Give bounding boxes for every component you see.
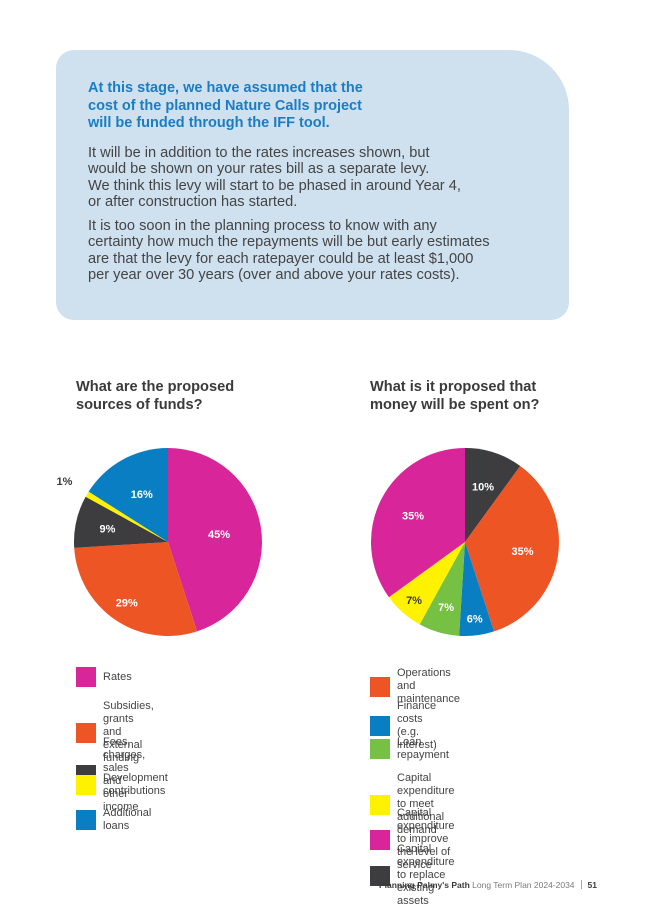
page-footer: Planning Palmy's Path Long Term Plan 202… bbox=[379, 880, 597, 890]
pie-slice-label: 35% bbox=[512, 546, 534, 558]
legend-swatch bbox=[370, 865, 390, 886]
legend-item: Development contributions bbox=[76, 772, 168, 798]
pie-slice-label: 10% bbox=[472, 482, 494, 494]
legend-swatch bbox=[76, 775, 96, 795]
pie-slice-label: 6% bbox=[467, 613, 483, 625]
footer-divider bbox=[580, 880, 582, 889]
footer-document-title: Planning Palmy's Path bbox=[378, 880, 470, 890]
legend-item: Rates bbox=[76, 667, 132, 687]
legend-swatch bbox=[370, 829, 390, 850]
funding-sources-pie: 45% 29% 9% 1% 16% bbox=[56, 448, 262, 636]
legend-label: Additional loans bbox=[103, 807, 152, 832]
spending-pie: 10% 35% 6% 7% 7% 35% bbox=[370, 448, 559, 636]
pie-slice bbox=[74, 542, 198, 636]
legend-swatch bbox=[370, 676, 390, 697]
pie-slice-label: 29% bbox=[116, 598, 138, 610]
legend-swatch bbox=[76, 810, 96, 830]
legend-item: Loan repayment bbox=[370, 736, 449, 762]
legend-label: Rates bbox=[103, 670, 132, 683]
legend-swatch bbox=[370, 794, 390, 815]
pie-slice-label: 7% bbox=[438, 602, 454, 614]
pie-slice bbox=[388, 542, 465, 625]
legend-label: Capital expenditure to improve the level… bbox=[397, 807, 455, 871]
pie-slice bbox=[168, 448, 262, 632]
callout-paragraph-1: It will be in addition to the rates incr… bbox=[88, 144, 461, 211]
pie-slice-label: 7% bbox=[406, 595, 422, 607]
page-number: 51 bbox=[587, 880, 597, 890]
callout-heading: At this stage, we have assumed that the … bbox=[88, 80, 363, 131]
callout-box: At this stage, we have assumed that the … bbox=[56, 50, 569, 320]
legend-swatch bbox=[76, 722, 96, 743]
pie-slice bbox=[85, 491, 168, 542]
legend-item: Capital expenditure to improve the level… bbox=[370, 807, 455, 872]
legend-swatch bbox=[76, 667, 96, 687]
legend-label: Development contributions bbox=[103, 772, 168, 797]
legend-swatch bbox=[370, 716, 390, 736]
pie-slice-label: 1% bbox=[56, 476, 72, 488]
pie-slice bbox=[465, 465, 559, 632]
pie-slice bbox=[419, 542, 465, 636]
pie-slice bbox=[465, 448, 521, 542]
legend-item: Finance costs (e.g. interest) bbox=[370, 700, 437, 752]
pie-slice-label: 35% bbox=[402, 511, 424, 523]
pie-slice bbox=[74, 496, 168, 548]
funding-sources-chart-title: What are the proposed sources of funds? bbox=[76, 379, 235, 413]
pie-slice bbox=[88, 448, 168, 542]
legend-item: Capital expenditure to replace existing … bbox=[370, 843, 455, 908]
callout-paragraph-2: It is too soon in the planning process t… bbox=[88, 217, 490, 284]
legend-swatch bbox=[370, 739, 390, 759]
pie-slice bbox=[370, 448, 465, 598]
legend-label: Subsidies, grants and external funding bbox=[103, 700, 154, 764]
legend-label: Fees, charges, sales and other income bbox=[103, 736, 146, 813]
pie-slice-label: 45% bbox=[208, 529, 230, 541]
legend-label: Finance costs (e.g. interest) bbox=[397, 700, 437, 751]
legend-item: Operations and maintenance bbox=[370, 667, 460, 706]
footer-document-subtitle: Long Term Plan 2024-2034 bbox=[472, 880, 575, 890]
legend-item: Additional loans bbox=[76, 807, 151, 833]
pie-slice bbox=[459, 542, 495, 636]
pie-slice-label: 16% bbox=[131, 489, 153, 501]
legend-item: Fees, charges, sales and other income bbox=[76, 736, 145, 814]
legend-item: Capital expenditure to meet additional d… bbox=[370, 772, 455, 837]
legend-label: Capital expenditure to meet additional d… bbox=[397, 772, 455, 836]
legend-item: Subsidies, grants and external funding bbox=[76, 700, 154, 765]
legend-label: Operations and maintenance bbox=[397, 667, 460, 705]
legend-label: Capital expenditure to replace existing … bbox=[397, 843, 455, 907]
spending-chart-title: What is it proposed that money will be s… bbox=[370, 379, 540, 413]
pie-slice-label: 9% bbox=[100, 523, 116, 535]
legend-label: Loan repayment bbox=[397, 736, 449, 761]
